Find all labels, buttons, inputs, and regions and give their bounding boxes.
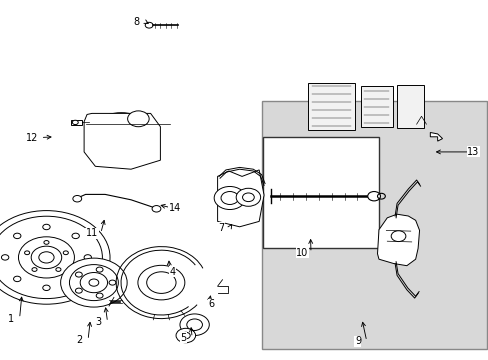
Bar <box>71 120 82 125</box>
Circle shape <box>152 206 161 212</box>
Circle shape <box>214 186 245 210</box>
Text: 6: 6 <box>208 299 214 309</box>
Circle shape <box>180 314 209 336</box>
Circle shape <box>56 267 61 271</box>
Text: 7: 7 <box>218 222 224 233</box>
Circle shape <box>86 113 156 165</box>
Circle shape <box>390 231 405 242</box>
Circle shape <box>367 192 380 201</box>
Circle shape <box>32 267 37 271</box>
Bar <box>262 137 378 248</box>
Circle shape <box>42 285 50 291</box>
Circle shape <box>80 273 107 293</box>
Circle shape <box>72 276 79 282</box>
Circle shape <box>31 246 61 269</box>
Circle shape <box>109 130 133 148</box>
Circle shape <box>146 272 176 293</box>
Text: 1: 1 <box>8 314 14 324</box>
Circle shape <box>176 328 195 343</box>
Circle shape <box>14 276 21 282</box>
Circle shape <box>236 188 260 206</box>
Circle shape <box>89 279 99 286</box>
Circle shape <box>145 22 153 28</box>
Circle shape <box>72 233 79 239</box>
Circle shape <box>72 120 78 125</box>
Bar <box>261 101 486 349</box>
Text: 9: 9 <box>354 336 360 346</box>
Bar <box>360 86 392 127</box>
Circle shape <box>0 211 110 304</box>
Polygon shape <box>84 113 160 169</box>
Circle shape <box>242 193 254 202</box>
Polygon shape <box>217 170 264 227</box>
Circle shape <box>96 267 103 272</box>
Circle shape <box>84 255 91 260</box>
Circle shape <box>24 251 30 255</box>
Circle shape <box>73 195 81 202</box>
Text: 14: 14 <box>168 203 181 213</box>
Circle shape <box>14 233 21 239</box>
Circle shape <box>116 135 126 142</box>
Circle shape <box>75 288 82 293</box>
Circle shape <box>63 251 68 255</box>
Circle shape <box>109 280 116 285</box>
Text: 4: 4 <box>169 267 175 277</box>
Text: 5: 5 <box>180 333 186 343</box>
Circle shape <box>61 258 127 307</box>
Bar <box>396 85 423 128</box>
Text: 3: 3 <box>96 317 102 327</box>
Circle shape <box>221 192 238 204</box>
Polygon shape <box>429 132 442 141</box>
Circle shape <box>39 252 54 263</box>
Circle shape <box>1 255 9 260</box>
Text: 2: 2 <box>76 335 82 345</box>
Polygon shape <box>377 214 419 266</box>
Circle shape <box>42 224 50 230</box>
Text: 10: 10 <box>295 248 308 258</box>
Text: 13: 13 <box>466 147 479 157</box>
Circle shape <box>75 272 82 277</box>
Bar <box>307 83 354 130</box>
Text: 11: 11 <box>85 228 98 238</box>
Text: 8: 8 <box>133 17 139 27</box>
Circle shape <box>127 111 149 127</box>
Text: 12: 12 <box>25 132 38 143</box>
Circle shape <box>96 293 103 298</box>
Circle shape <box>44 240 49 244</box>
